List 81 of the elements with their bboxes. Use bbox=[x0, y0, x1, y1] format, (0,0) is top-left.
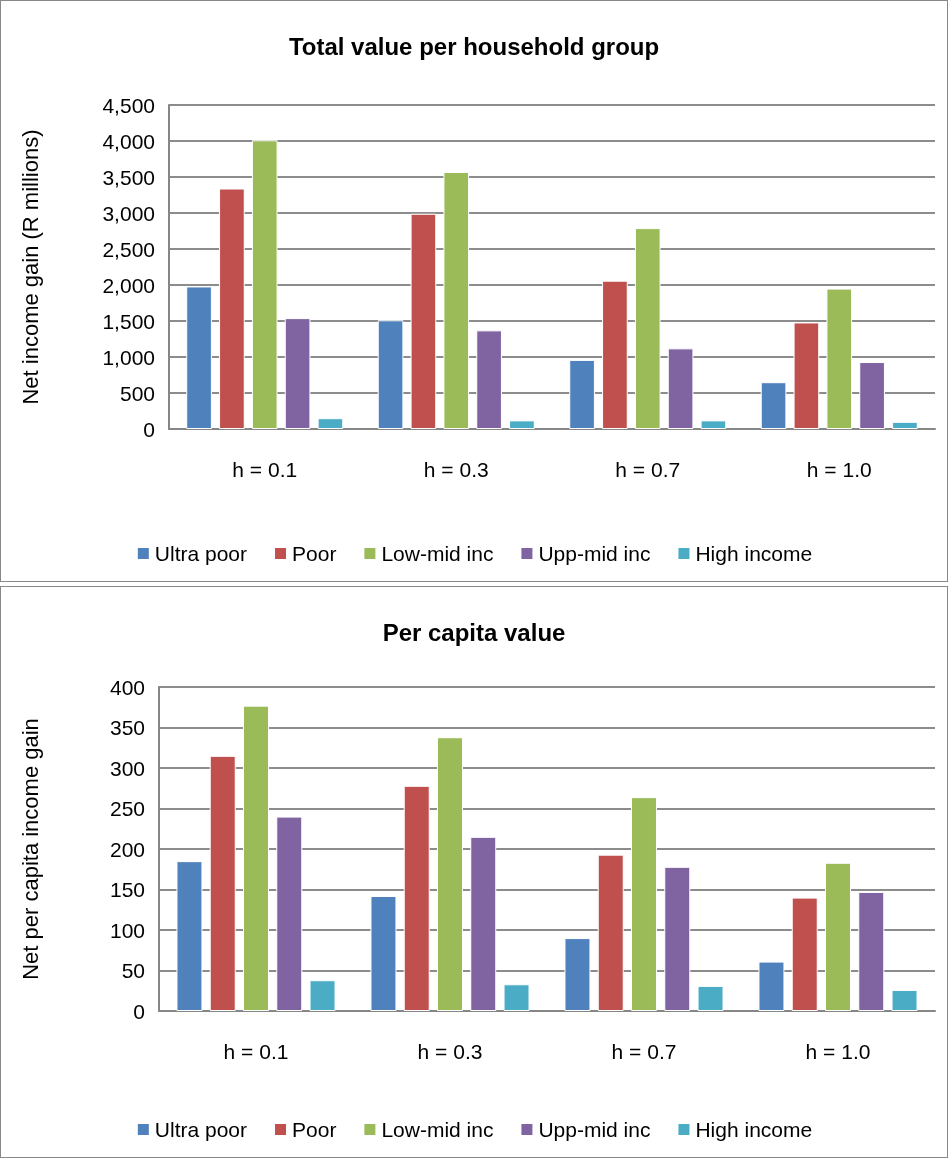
x-tick-label: h = 0.3 bbox=[423, 458, 489, 481]
y-tick-label: 500 bbox=[119, 381, 155, 405]
bar bbox=[602, 280, 628, 429]
legend-label: Ultra poor bbox=[154, 1118, 248, 1141]
bar bbox=[667, 348, 694, 429]
bar bbox=[470, 836, 497, 1011]
bar bbox=[891, 989, 918, 1011]
legend-label: Poor bbox=[292, 542, 337, 565]
y-tick-label: 0 bbox=[133, 999, 145, 1023]
chart-title: Per capita value bbox=[382, 618, 566, 646]
legend-label: Low-mid inc bbox=[381, 1118, 494, 1141]
bar bbox=[443, 171, 470, 429]
x-tick-label: h = 0.1 bbox=[223, 1040, 289, 1063]
y-tick-label: 100 bbox=[109, 918, 145, 942]
bar bbox=[634, 228, 661, 429]
bar bbox=[697, 985, 724, 1011]
x-tick-label: h = 0.1 bbox=[232, 458, 298, 481]
bar bbox=[276, 816, 303, 1011]
bar bbox=[569, 359, 595, 429]
y-tick-label: 2,500 bbox=[102, 237, 155, 261]
y-tick-label: 300 bbox=[109, 756, 145, 780]
bar bbox=[859, 362, 885, 429]
bar bbox=[892, 421, 918, 429]
y-tick-label: 0 bbox=[143, 417, 155, 441]
legend-label: Upp-mid inc bbox=[538, 542, 651, 565]
y-axis-title: Net per capita income gain bbox=[17, 718, 43, 980]
bar bbox=[564, 938, 591, 1011]
bar bbox=[370, 895, 397, 1011]
bar bbox=[410, 213, 437, 429]
bar bbox=[791, 897, 818, 1011]
y-tick-label: 400 bbox=[109, 675, 145, 699]
legend-label: Poor bbox=[292, 1118, 337, 1141]
bar bbox=[219, 188, 245, 429]
y-tick-label: 3,500 bbox=[102, 165, 155, 189]
y-tick-label: 1,000 bbox=[102, 345, 155, 369]
x-tick-label: h = 1.0 bbox=[806, 458, 872, 481]
bar bbox=[476, 330, 502, 429]
legend-label: Low-mid inc bbox=[381, 542, 494, 565]
y-tick-label: 150 bbox=[109, 878, 145, 901]
bar bbox=[209, 755, 236, 1011]
y-axis-title: Net income gain (R millions) bbox=[17, 129, 43, 405]
x-tick-label: h = 0.7 bbox=[615, 458, 681, 481]
bar bbox=[509, 420, 535, 429]
bar bbox=[186, 286, 212, 429]
bar bbox=[825, 862, 851, 1011]
bar bbox=[700, 420, 727, 429]
bar bbox=[377, 320, 404, 429]
chart-title: Total value per household group bbox=[288, 32, 660, 60]
x-tick-label: h = 0.7 bbox=[611, 1040, 677, 1063]
legend-label: Upp-mid inc bbox=[538, 1118, 651, 1141]
bar bbox=[251, 140, 278, 429]
y-tick-label: 4,000 bbox=[102, 129, 155, 153]
bar bbox=[317, 418, 344, 429]
bar bbox=[858, 891, 885, 1011]
bar bbox=[826, 288, 853, 429]
y-tick-label: 1,500 bbox=[102, 309, 155, 333]
bar bbox=[176, 861, 203, 1011]
bar bbox=[403, 785, 430, 1011]
y-tick-label: 50 bbox=[121, 959, 145, 982]
x-tick-label: h = 1.0 bbox=[805, 1040, 871, 1063]
bar bbox=[284, 318, 311, 429]
y-tick-label: 350 bbox=[109, 716, 145, 739]
bar bbox=[597, 854, 624, 1011]
bar bbox=[758, 961, 785, 1011]
bar bbox=[760, 382, 787, 429]
legend-label: High income bbox=[695, 542, 813, 565]
y-tick-label: 200 bbox=[109, 837, 145, 861]
bar bbox=[664, 866, 691, 1011]
bar bbox=[503, 984, 530, 1011]
y-tick-label: 3,000 bbox=[102, 201, 155, 225]
legend-label: High income bbox=[695, 1118, 813, 1141]
bar bbox=[631, 797, 657, 1011]
y-tick-label: 4,500 bbox=[102, 93, 155, 117]
y-tick-label: 2,000 bbox=[102, 273, 155, 297]
bar bbox=[309, 980, 336, 1011]
x-tick-label: h = 0.3 bbox=[417, 1040, 483, 1063]
y-tick-label: 250 bbox=[109, 797, 145, 820]
bar bbox=[243, 705, 269, 1011]
bar bbox=[793, 322, 820, 429]
legend-label: Ultra poor bbox=[154, 542, 248, 565]
bar bbox=[437, 737, 463, 1011]
